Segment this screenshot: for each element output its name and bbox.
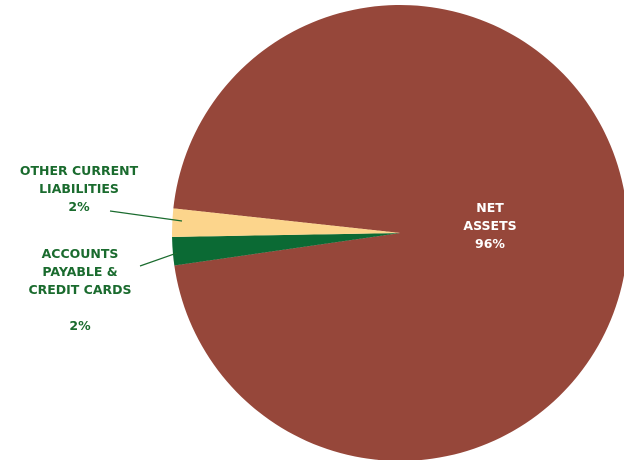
slice-label: NET ASSETS (463, 200, 517, 233)
slice-label: OTHER CURRENT LIABILITIES (19, 163, 139, 196)
pie-slice (172, 208, 400, 237)
slice-value-label: 2% (69, 318, 91, 333)
leader-line (109, 210, 183, 222)
leader-line (139, 252, 178, 267)
pie-slice (172, 233, 400, 266)
slice-label: ACCOUNTS PAYABLE & CREDIT CARDS (28, 246, 132, 297)
pie-slice (173, 5, 624, 460)
slice-value-label: 96% (475, 236, 505, 251)
slice-value-label: 2% (68, 199, 90, 214)
